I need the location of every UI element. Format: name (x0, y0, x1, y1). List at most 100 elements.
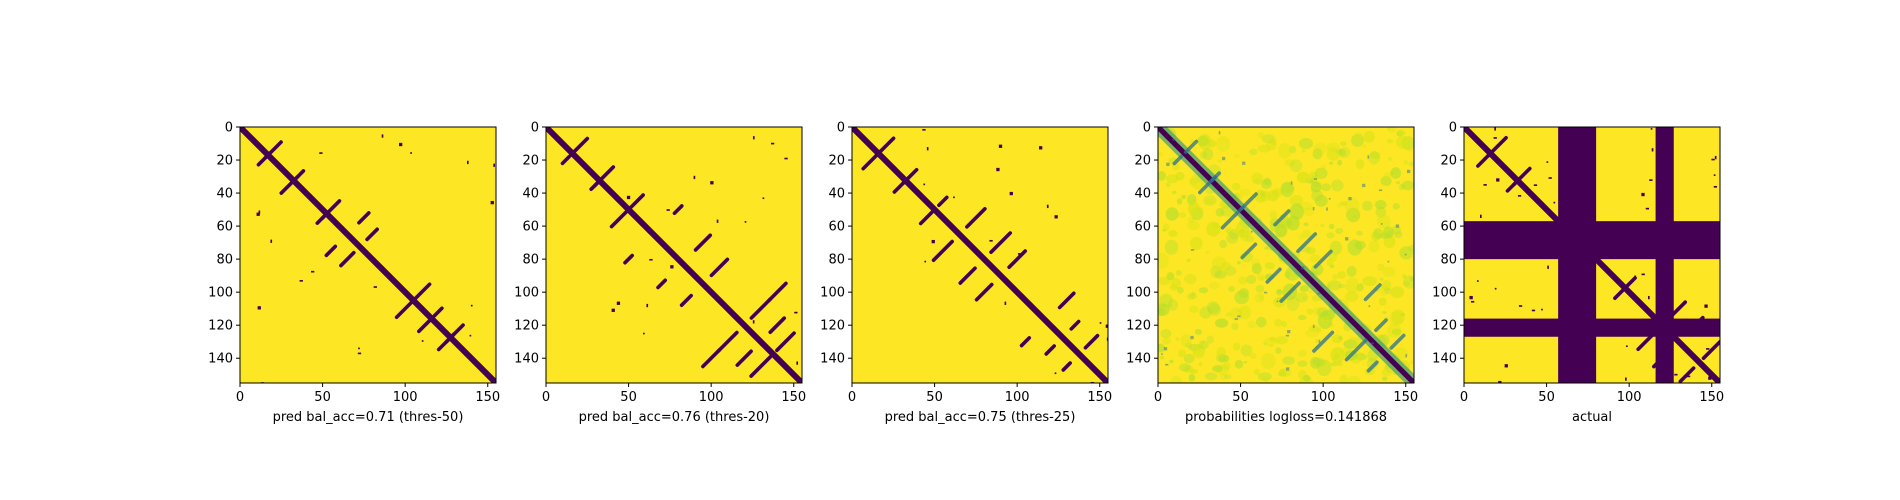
probability-blob (1398, 183, 1406, 191)
panel-4: 0 50 100 150 0 20 40 60 80 100 120 140 probabilities… (1126, 121, 1418, 426)
probability-blob (1208, 139, 1217, 148)
probability-blob (1383, 235, 1396, 249)
contact-strand (1678, 366, 1696, 383)
probability-blob (1207, 303, 1222, 316)
y-tick-label: 20 (1134, 154, 1151, 169)
y-tick-label: 40 (216, 187, 233, 202)
probability-blob (1316, 359, 1332, 377)
contact-speckle (1667, 138, 1671, 141)
contact-speckle (1641, 273, 1645, 276)
probability-blob (1215, 207, 1225, 217)
probability-blob (1354, 352, 1367, 361)
probability-blob (1214, 318, 1229, 328)
contact-strand (1183, 139, 1199, 154)
contact-strand (1239, 192, 1258, 211)
probability-blob (1168, 229, 1178, 237)
probability-blob (1208, 281, 1220, 290)
probability-blob (1176, 198, 1183, 205)
probability-blob (1206, 335, 1215, 344)
contact-strand (1019, 336, 1032, 348)
contact-speckle (1406, 169, 1411, 174)
contact-speckle (1531, 309, 1536, 312)
contact-speckle (1690, 237, 1692, 241)
probability-blob (1188, 293, 1197, 300)
contact-strand (1652, 348, 1673, 369)
contact-speckle (1479, 214, 1482, 218)
probability-blob (1259, 294, 1265, 301)
contact-speckle (1312, 324, 1315, 329)
contact-strand (735, 349, 753, 367)
diagonal-band (852, 127, 1108, 383)
contact-speckle (1667, 295, 1671, 299)
probability-blob (1181, 194, 1187, 200)
probability-blob (1187, 220, 1200, 231)
contact-speckle (1702, 244, 1706, 247)
contact-speckle (1494, 127, 1496, 131)
y-tick-label: 40 (828, 187, 845, 202)
probability-blob (1316, 307, 1329, 318)
contact-speckle (1494, 287, 1497, 290)
y-tick-label: 0 (225, 121, 233, 136)
contact-speckle (1237, 315, 1241, 318)
probability-blob (1326, 142, 1340, 152)
probability-blob (1352, 215, 1357, 219)
contact-speckle (1559, 203, 1563, 206)
probability-blob (1178, 212, 1187, 218)
probability-blob (1362, 144, 1367, 148)
probability-blob (1263, 177, 1272, 186)
contact-strand (560, 154, 571, 166)
heatmap-4 (1158, 127, 1414, 383)
probability-blob (1231, 182, 1241, 191)
contact-strand (411, 282, 432, 302)
contact-strand (1512, 166, 1532, 187)
probability-blob (1198, 362, 1203, 367)
probability-blob (1158, 151, 1164, 158)
contact-speckle (784, 157, 788, 160)
probability-blob (1329, 240, 1342, 256)
probability-blob (1246, 274, 1257, 285)
contact-strand (693, 233, 713, 252)
probability-blob (1180, 334, 1192, 348)
contact-speckle (643, 332, 645, 335)
contact-strand (965, 207, 987, 229)
y-tick-label: 0 (837, 121, 845, 136)
probability-blob (1309, 356, 1321, 369)
contact-speckle (1287, 329, 1291, 334)
contact-speckle (1546, 161, 1549, 163)
probability-blob (1403, 280, 1410, 287)
probability-blob (1284, 159, 1295, 167)
contact-speckle (1218, 131, 1221, 135)
contact-speckle (592, 174, 594, 178)
contact-speckle (1476, 280, 1479, 282)
contact-speckle (1263, 291, 1268, 294)
contact-speckle (1568, 310, 1573, 314)
contact-speckle (752, 136, 755, 140)
contact-speckle (1647, 295, 1650, 300)
probability-blob (1314, 167, 1328, 179)
contact-strand (324, 244, 338, 258)
contact-speckle (1579, 246, 1583, 251)
probability-blob (1387, 323, 1402, 339)
probability-blob (1272, 188, 1284, 197)
contact-speckle (299, 280, 303, 282)
contact-speckle (1404, 253, 1407, 256)
contact-speckle (399, 142, 403, 147)
probability-blob (1370, 151, 1381, 160)
panel-caption: pred bal_acc=0.75 (thres-25) (885, 410, 1076, 425)
contact-speckle (649, 258, 653, 261)
probability-blob (1235, 221, 1250, 238)
contact-speckle (1518, 305, 1523, 307)
contact-strand (1044, 344, 1056, 356)
probability-blob (1160, 329, 1172, 339)
probability-blob (1303, 374, 1311, 382)
probability-blob (1321, 164, 1326, 169)
probability-blob (1343, 339, 1358, 349)
panel-caption: pred bal_acc=0.76 (thres-20) (579, 410, 770, 425)
contact-speckle (1163, 347, 1168, 351)
probability-blob (1296, 171, 1310, 184)
probability-blob (1212, 365, 1224, 373)
probability-blob (1262, 376, 1270, 383)
contact-speckle (1326, 207, 1328, 211)
probability-blob (1280, 181, 1294, 198)
contact-speckle (1585, 315, 1588, 320)
